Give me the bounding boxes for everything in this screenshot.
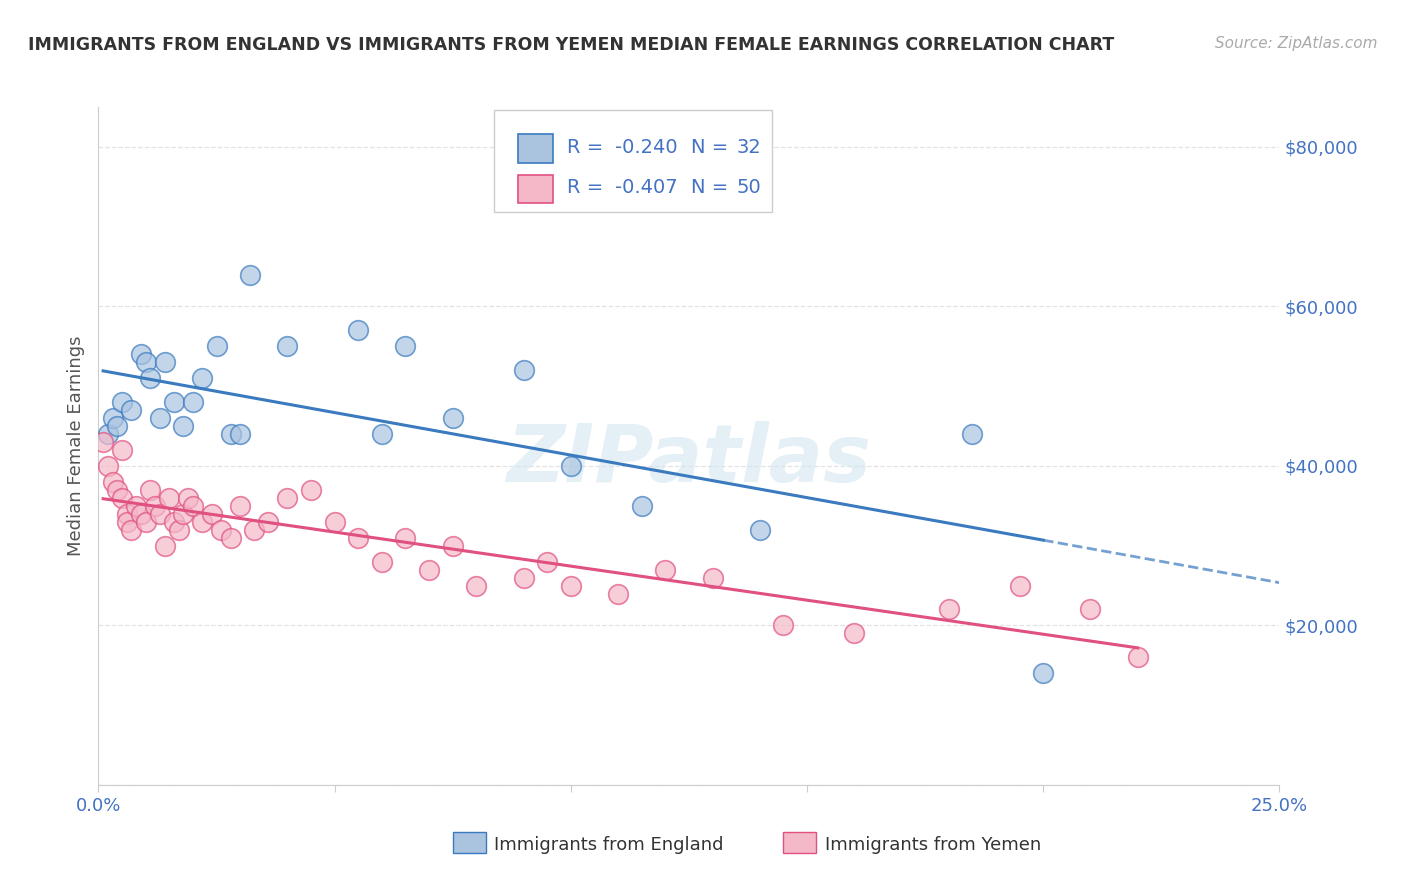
Point (1126, 650, 1149, 665)
Point (299, 483, 322, 497)
Point (111, 491, 134, 505)
Point (276, 339, 298, 353)
Point (1080, 602, 1102, 616)
Point (347, 323, 370, 337)
Point (177, 491, 200, 505)
Point (105, 419, 128, 434)
Point (844, 626, 866, 640)
Point (512, 571, 534, 585)
Text: R =: R = (567, 178, 610, 197)
Point (143, 499, 166, 513)
Point (129, 507, 152, 521)
Point (181, 395, 204, 409)
FancyBboxPatch shape (494, 111, 772, 212)
Point (97, 427, 120, 442)
Bar (783, 832, 817, 853)
Point (1032, 666, 1054, 681)
Point (115, 507, 138, 521)
Point (139, 371, 162, 385)
Point (115, 515, 138, 529)
Y-axis label: Median Female Earnings: Median Female Earnings (66, 335, 84, 557)
Bar (517, 134, 553, 162)
Point (181, 499, 204, 513)
Point (172, 507, 194, 521)
Point (630, 499, 652, 513)
Point (205, 339, 228, 353)
Point (91, 435, 114, 450)
Point (149, 411, 172, 425)
Point (191, 515, 214, 529)
Point (135, 355, 157, 369)
Bar (453, 832, 486, 853)
Point (111, 395, 134, 409)
Point (536, 555, 558, 569)
Point (163, 395, 186, 409)
Point (153, 539, 176, 553)
Point (135, 515, 157, 529)
Point (229, 427, 252, 442)
Point (219, 531, 242, 545)
Point (111, 442, 134, 457)
Point (229, 499, 252, 513)
Text: R =: R = (567, 137, 610, 157)
Point (129, 347, 152, 361)
Text: N =: N = (692, 178, 735, 197)
Point (371, 427, 394, 442)
Point (105, 483, 128, 497)
Point (654, 563, 676, 577)
Point (938, 602, 960, 616)
Point (962, 427, 984, 442)
Text: Immigrants from Yemen: Immigrants from Yemen (825, 836, 1040, 854)
Text: -0.407: -0.407 (614, 178, 678, 197)
Text: -0.240: -0.240 (614, 137, 678, 157)
Point (139, 483, 162, 497)
Text: N =: N = (692, 137, 735, 157)
Text: 32: 32 (737, 137, 761, 157)
Point (394, 531, 416, 545)
Point (191, 371, 214, 385)
Point (323, 515, 346, 529)
Point (201, 507, 224, 521)
Text: Immigrants from England: Immigrants from England (494, 836, 724, 854)
Point (560, 458, 582, 473)
Point (465, 578, 488, 592)
Text: IMMIGRANTS FROM ENGLAND VS IMMIGRANTS FROM YEMEN MEDIAN FEMALE EARNINGS CORRELAT: IMMIGRANTS FROM ENGLAND VS IMMIGRANTS FR… (28, 36, 1115, 54)
Point (167, 523, 190, 537)
Point (441, 411, 464, 425)
Point (219, 427, 242, 442)
Point (97, 458, 120, 473)
Point (243, 523, 266, 537)
Point (772, 618, 794, 632)
Point (607, 586, 630, 600)
Point (157, 491, 180, 505)
Point (101, 411, 124, 425)
Text: ZIPatlas: ZIPatlas (506, 420, 872, 499)
Point (748, 523, 770, 537)
Point (209, 523, 232, 537)
Point (560, 578, 582, 592)
Point (101, 475, 124, 489)
Point (394, 339, 416, 353)
Point (512, 363, 534, 377)
Point (1008, 578, 1031, 592)
Point (172, 419, 194, 434)
Point (121, 523, 143, 537)
Point (163, 515, 186, 529)
Point (125, 499, 148, 513)
Point (347, 531, 370, 545)
Point (441, 539, 464, 553)
Point (149, 507, 172, 521)
Point (153, 355, 176, 369)
Text: 50: 50 (737, 178, 761, 197)
Point (371, 555, 394, 569)
Point (702, 571, 724, 585)
Point (257, 515, 280, 529)
Text: Source: ZipAtlas.com: Source: ZipAtlas.com (1215, 36, 1378, 51)
Point (239, 268, 262, 282)
Point (276, 491, 298, 505)
Point (121, 403, 143, 417)
Point (418, 563, 440, 577)
Bar (517, 175, 553, 203)
